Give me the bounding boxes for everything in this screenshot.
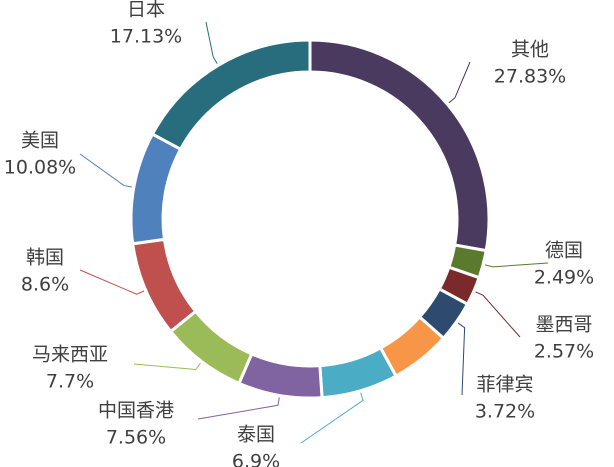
slice-value-label-6: 7.56% (106, 427, 166, 449)
leader-line-7 (133, 362, 201, 371)
leader-line-9 (79, 153, 132, 188)
slice-label-10: 日本 (127, 0, 165, 21)
leader-line-5 (300, 392, 364, 444)
slice-9 (129, 132, 183, 246)
slice-label-3: 菲律宾 (476, 374, 533, 396)
leader-line-10 (205, 21, 218, 64)
slices-group (129, 38, 491, 400)
slice-10 (150, 38, 312, 152)
labels-group: 其他 27.83% 德国 2.49% 墨西哥 2.57%菲律宾 3.72% 泰国 6.9% 中国香… (4, 0, 594, 467)
slice-value-label-3: 3.72% (475, 401, 535, 423)
slice-label-6: 中国香港 (98, 400, 174, 422)
slice-value-label-8: 8.6% (21, 274, 69, 296)
slice-value-label-0: 27.83% (494, 66, 566, 88)
slice-value-label-1: 2.49% (534, 267, 594, 289)
leader-line-6 (197, 397, 280, 420)
leader-line-3 (457, 322, 466, 396)
slice-8 (131, 237, 198, 334)
leader-line-1 (484, 262, 549, 268)
slice-6 (237, 351, 324, 400)
slice-label-5: 泰国 (237, 424, 275, 446)
slice-value-label-5: 6.9% (232, 451, 280, 467)
leader-line-8 (79, 269, 145, 295)
leader-lines-group (79, 21, 549, 444)
slice-label-7: 马来西亚 (32, 344, 108, 366)
slice-value-label-10: 17.13% (110, 26, 182, 48)
slice-5 (318, 345, 398, 400)
slice-value-label-9: 10.08% (4, 157, 76, 179)
slice-label-0: 其他 (511, 39, 549, 61)
slice-0 (308, 38, 491, 253)
leader-line-2 (475, 291, 521, 338)
slice-value-label-7: 7.7% (46, 371, 94, 393)
slice-label-2: 墨西哥 (535, 314, 592, 336)
slice-label-8: 韩国 (26, 247, 64, 269)
leader-line-0 (448, 61, 471, 104)
slice-label-9: 美国 (21, 130, 59, 152)
slice-value-label-2: 2.57% (534, 341, 594, 363)
slice-label-1: 德国 (545, 240, 583, 262)
